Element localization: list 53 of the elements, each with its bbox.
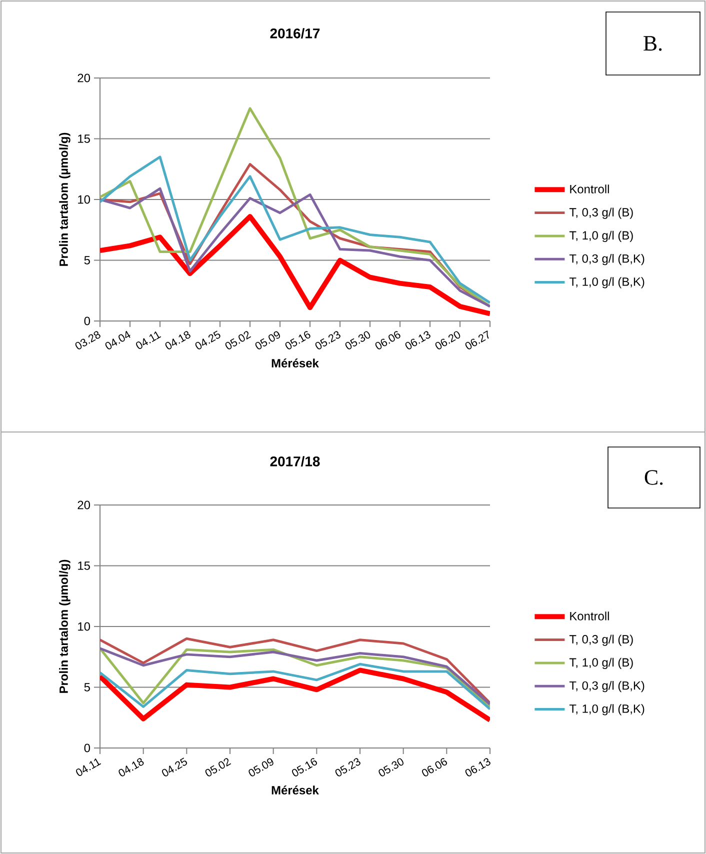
x-axis-title: Mérések xyxy=(272,786,319,794)
legend-label: T, 1,0 g/l (B) xyxy=(569,230,633,242)
x-axis-title: Mérések xyxy=(272,358,319,368)
legend-label: T, 0,3 g/l (B) xyxy=(569,634,633,646)
x-tick-label: 05.09 xyxy=(255,331,280,350)
legend-label: T, 1,0 g/l (B,K) xyxy=(569,704,644,716)
x-tick-label: 06.13 xyxy=(405,331,430,350)
legend-label: T, 1,0 g/l (B,K) xyxy=(569,277,644,288)
x-tick-label: 04.04 xyxy=(105,330,130,350)
x-tick-label: 04.18 xyxy=(118,758,144,776)
y-tick-label: 5 xyxy=(84,683,90,692)
line-series xyxy=(100,637,490,704)
y-tick-label: 0 xyxy=(84,744,90,752)
text: B. xyxy=(644,36,662,51)
legend-label: T, 1,0 g/l (B) xyxy=(569,658,633,670)
x-tick-label: 05.23 xyxy=(335,758,360,776)
y-tick-label: 20 xyxy=(78,74,90,82)
legend-label: Kontroll xyxy=(570,184,609,194)
x-tick-label: 05.09 xyxy=(248,758,274,776)
y-tick-label: 5 xyxy=(84,256,90,264)
x-tick-label: 03.28 xyxy=(75,331,100,350)
line-series xyxy=(100,662,490,710)
y-axis-title: Prolin tartalom (µmol/g) xyxy=(59,132,70,266)
y-tick-label: 10 xyxy=(78,195,90,204)
y-tick-label: 10 xyxy=(78,622,90,631)
legend-label: Kontroll xyxy=(570,612,609,620)
x-tick-label: 05.02 xyxy=(225,331,252,350)
x-tick-label: 05.16 xyxy=(285,331,310,350)
x-tick-label: 04.18 xyxy=(165,331,190,350)
x-tick-label: 04.11 xyxy=(76,758,102,776)
x-tick-label: 04.11 xyxy=(136,331,162,349)
legend-label: T, 0,3 g/l (B,K) xyxy=(569,681,644,692)
y-tick-label: 20 xyxy=(78,500,90,510)
text: C. xyxy=(644,470,663,485)
chart-title: 2016/17 xyxy=(270,28,320,38)
x-tick-label: 05.30 xyxy=(345,331,370,350)
legend-label: T, 0,3 g/l (B,K) xyxy=(569,254,644,266)
x-tick-label: 05.23 xyxy=(315,331,340,350)
x-tick-label: 06.20 xyxy=(435,331,460,350)
line-series xyxy=(100,187,490,308)
x-tick-label: 06.13 xyxy=(465,758,490,776)
line-series xyxy=(100,107,490,308)
chart-title: 2017/18 xyxy=(270,456,320,466)
legend-label: T, 0,3 g/l (B) xyxy=(569,208,633,219)
x-tick-label: 05.16 xyxy=(292,758,317,776)
x-tick-label: 05.02 xyxy=(205,758,232,776)
x-tick-label: 05.30 xyxy=(378,758,404,776)
y-axis-title: Prolin tartalom (µmol/g) xyxy=(59,560,70,693)
y-tick-label: 15 xyxy=(78,134,90,143)
y-tick-label: 15 xyxy=(78,562,90,570)
x-tick-label: 06.06 xyxy=(375,331,400,350)
y-tick-label: 0 xyxy=(84,316,90,326)
x-tick-label: 06.06 xyxy=(422,758,447,776)
